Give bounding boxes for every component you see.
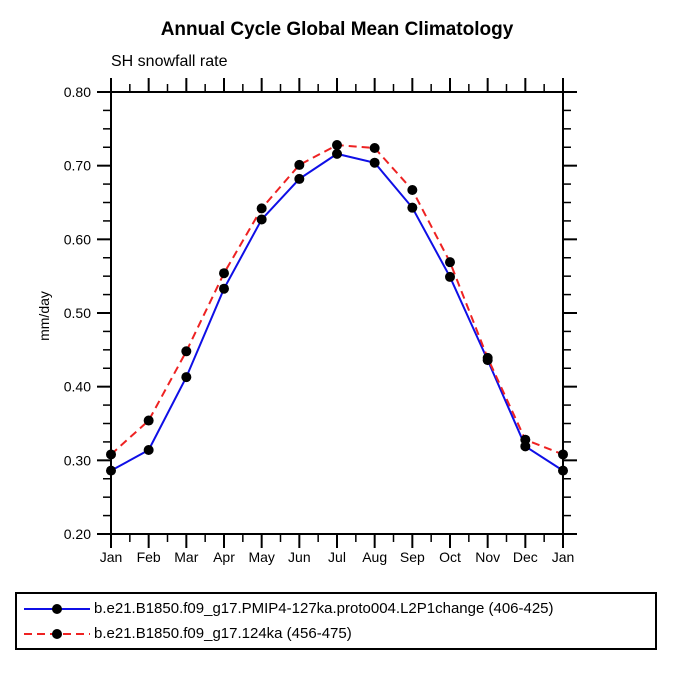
chart-subtitle: SH snowfall rate: [111, 53, 228, 70]
data-point: [294, 173, 305, 184]
plot-frame: [110, 91, 564, 535]
data-point: [256, 214, 267, 225]
y-tick-label: 0.30: [64, 452, 91, 468]
data-point: [369, 142, 380, 153]
x-tick-label: Sep: [400, 549, 425, 565]
data-point: [369, 157, 380, 168]
y-tick-label: 0.60: [64, 231, 91, 247]
data-point: [181, 346, 192, 357]
x-tick-label: Aug: [362, 549, 387, 565]
y-tick-label: 0.70: [64, 158, 91, 174]
data-point: [256, 203, 267, 214]
data-point: [219, 283, 229, 294]
legend-item: b.e21.B1850.f09_g17.PMIP4-127ka.proto004…: [22, 596, 655, 621]
legend-line-sample: [24, 603, 90, 614]
data-point: [106, 449, 116, 460]
y-tick-label: 0.80: [64, 84, 91, 100]
data-point: [294, 159, 305, 170]
x-tick-label: Oct: [439, 549, 461, 565]
y-tick-label: 0.50: [64, 305, 91, 321]
x-tick-label: Jan: [552, 549, 575, 565]
data-point: [106, 465, 116, 476]
data-point: [520, 434, 531, 445]
data-point: [332, 140, 342, 151]
x-tick-label: Mar: [174, 549, 198, 565]
data-point: [482, 352, 493, 363]
data-point: [143, 445, 154, 456]
chart-title: Annual Cycle Global Mean Climatology: [160, 19, 514, 40]
series-line-1: [110, 144, 564, 456]
legend-label: b.e21.B1850.f09_g17.PMIP4-127ka.proto004…: [94, 600, 554, 617]
data-point: [445, 271, 455, 282]
y-tick-label: 0.20: [64, 526, 91, 542]
data-point: [445, 257, 455, 268]
data-point: [558, 465, 568, 476]
x-tick-label: Jul: [328, 549, 346, 565]
data-point: [332, 148, 342, 159]
legend-item: b.e21.B1850.f09_g17.124ka (456-475): [22, 621, 655, 646]
data-point: [558, 449, 568, 460]
y-tick-label: 0.40: [64, 379, 91, 395]
legend-box: b.e21.B1850.f09_g17.PMIP4-127ka.proto004…: [15, 592, 657, 650]
x-tick-label: Feb: [137, 549, 161, 565]
x-tick-label: May: [248, 549, 274, 565]
series-line-0: [110, 152, 564, 472]
x-tick-label: Nov: [475, 549, 500, 565]
data-point: [143, 415, 154, 426]
data-point: [407, 184, 418, 195]
data-point: [407, 202, 418, 213]
legend-label: b.e21.B1850.f09_g17.124ka (456-475): [94, 625, 352, 642]
x-tick-label: Jan: [100, 549, 123, 565]
x-tick-label: Jun: [288, 549, 311, 565]
x-tick-label: Dec: [513, 549, 538, 565]
data-point: [181, 372, 192, 383]
data-point: [219, 268, 229, 279]
x-tick-label: Apr: [213, 549, 235, 565]
legend-line-sample: [24, 628, 90, 639]
